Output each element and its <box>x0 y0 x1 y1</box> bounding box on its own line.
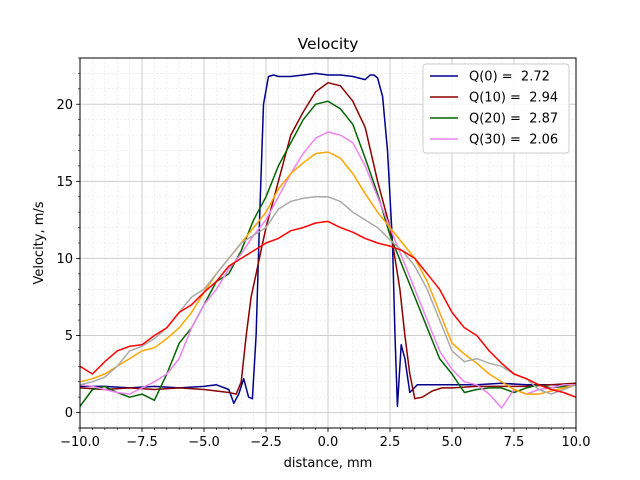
tick-layer: −10.0 −7.5 −5.0 −2.5 0.0 2.5 5.0 7.5 10.0 0 5 10 15 2… <box>56 57 591 450</box>
x-tick-label: −10.0 <box>60 435 100 450</box>
legend-label-q0: Q(0) = 2.72 <box>469 70 550 85</box>
series-line-4 <box>80 151 576 395</box>
y-tick-label: 0 <box>65 406 73 421</box>
series-line-2 <box>80 100 576 408</box>
x-tick-label: 7.5 <box>504 435 525 450</box>
x-axis-label: distance, mm <box>284 456 373 471</box>
y-tick-label: 20 <box>56 98 73 113</box>
legend: Q(0) = 2.72 Q(10) = 2.94 Q(20) = 2.87 Q(… <box>422 63 570 154</box>
legend-label-q30: Q(30) = 2.06 <box>469 133 558 148</box>
legend-label-q10: Q(10) = 2.94 <box>469 91 558 106</box>
y-axis-label: Velocity, m/s <box>32 201 47 284</box>
x-tick-label: 5.0 <box>442 435 463 450</box>
x-tick-label: −5.0 <box>188 435 220 450</box>
x-tick-label: −7.5 <box>126 435 158 450</box>
x-tick-label: −2.5 <box>250 435 282 450</box>
y-tick-label: 10 <box>56 252 73 267</box>
series-line-0 <box>80 72 576 408</box>
y-tick-label: 5 <box>65 329 73 344</box>
series-line-3 <box>80 131 576 409</box>
chart-title: Velocity <box>298 35 359 53</box>
x-tick-label: 2.5 <box>380 435 401 450</box>
y-tick-label: 15 <box>56 175 73 190</box>
series-layer <box>80 72 576 409</box>
legend-label-q20: Q(20) = 2.87 <box>469 112 558 127</box>
legend-box <box>422 63 570 154</box>
x-tick-label: 10.0 <box>562 435 591 450</box>
series-line-6 <box>80 220 576 398</box>
x-tick-label: 0.0 <box>318 435 339 450</box>
series-line-5 <box>80 196 576 395</box>
series-line-1 <box>80 81 576 400</box>
